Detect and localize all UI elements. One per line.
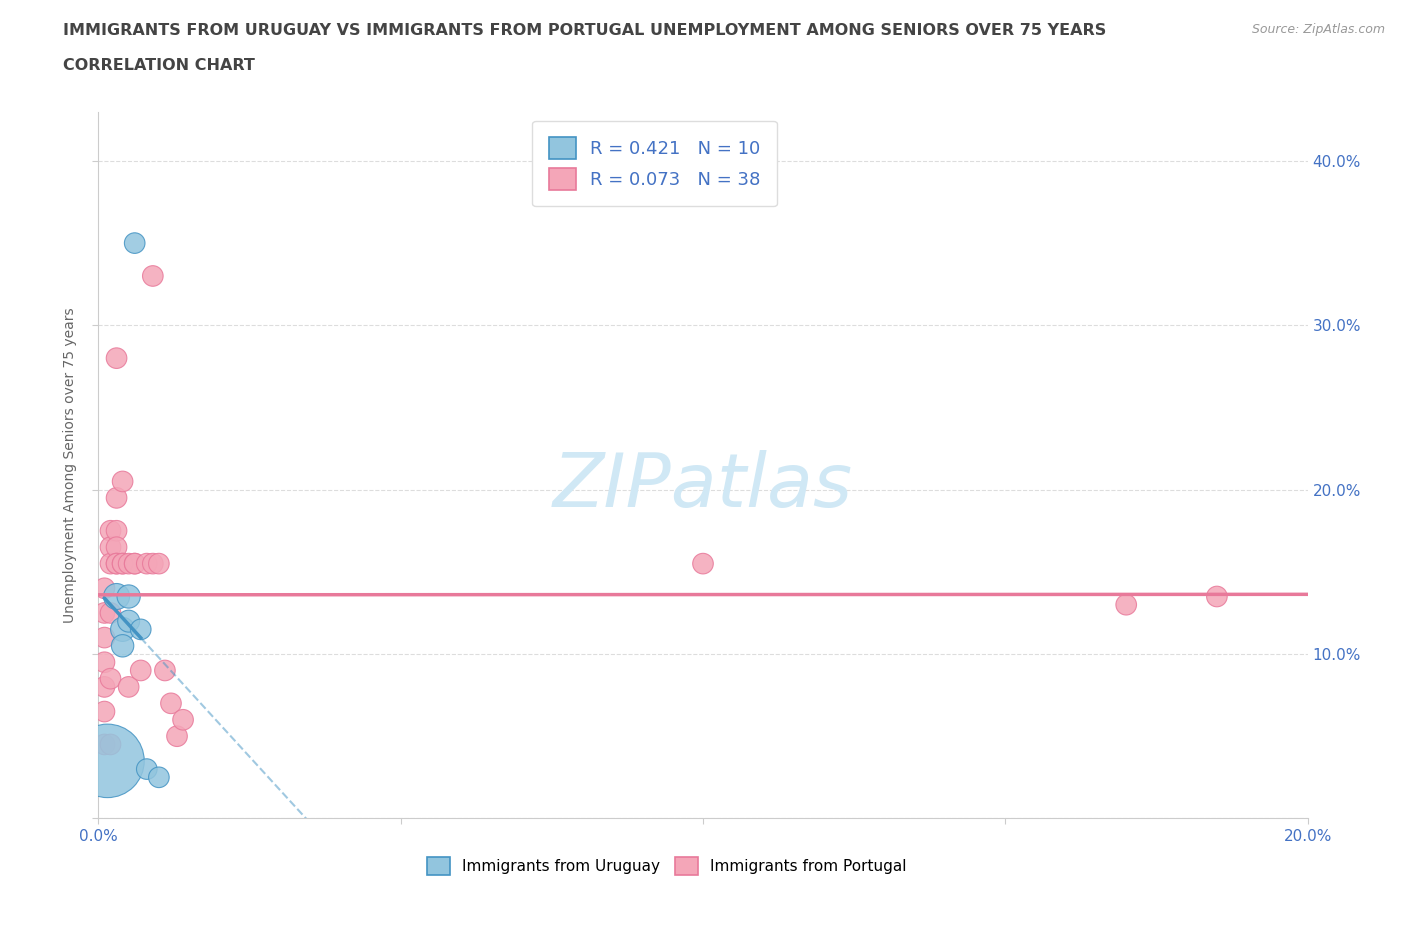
Point [135,556,157,571]
Point [118,556,141,571]
Point [111,638,134,653]
Point [93,631,115,645]
Point [111,556,134,571]
Point [105,490,128,505]
Point [105,589,128,604]
Point [692,556,714,571]
Point [100,737,122,751]
Point [100,524,122,538]
Point [160,696,183,711]
Point [105,556,128,571]
Point [105,524,128,538]
Point [129,663,152,678]
Point [111,556,134,571]
Text: CORRELATION CHART: CORRELATION CHART [63,58,254,73]
Point [100,671,122,686]
Point [166,729,188,744]
Point [105,539,128,554]
Point [93,704,115,719]
Point [100,605,122,620]
Point [142,269,165,284]
Point [93,605,115,620]
Point [148,556,170,571]
Point [93,581,115,596]
Y-axis label: Unemployment Among Seniors over 75 years: Unemployment Among Seniors over 75 years [63,307,77,623]
Point [96,753,118,768]
Point [124,556,146,571]
Point [129,622,152,637]
Point [93,655,115,670]
Point [148,770,170,785]
Point [124,556,146,571]
Point [111,474,134,489]
Point [105,351,128,365]
Point [142,556,165,571]
Point [105,556,128,571]
Text: Source: ZipAtlas.com: Source: ZipAtlas.com [1251,23,1385,36]
Point [118,680,141,695]
Point [124,235,146,250]
Point [172,712,194,727]
Point [118,614,141,629]
Point [135,762,157,777]
Legend: Immigrants from Uruguay, Immigrants from Portugal: Immigrants from Uruguay, Immigrants from… [420,851,912,882]
Point [100,539,122,554]
Point [118,589,141,604]
Point [1115,597,1137,612]
Point [93,680,115,695]
Point [93,737,115,751]
Point [100,556,122,571]
Text: ZIPatlas: ZIPatlas [553,450,853,523]
Point [111,622,134,637]
Point [153,663,176,678]
Point [1206,589,1229,604]
Text: IMMIGRANTS FROM URUGUAY VS IMMIGRANTS FROM PORTUGAL UNEMPLOYMENT AMONG SENIORS O: IMMIGRANTS FROM URUGUAY VS IMMIGRANTS FR… [63,23,1107,38]
